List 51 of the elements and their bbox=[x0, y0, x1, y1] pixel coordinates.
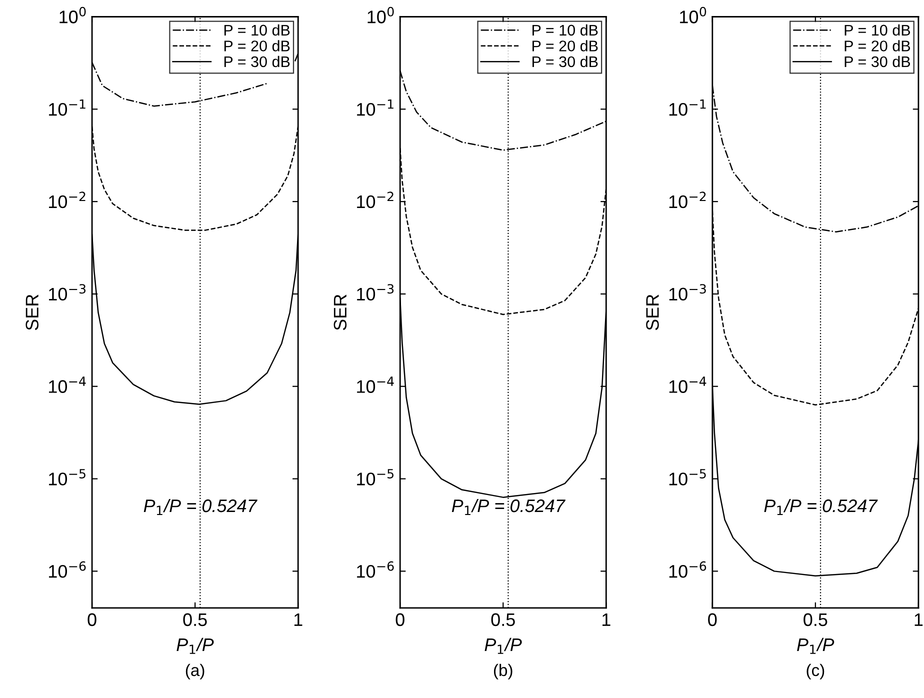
legend-label: P = 30 dB bbox=[532, 56, 598, 68]
y-tick-label: 10$^{−1}$ bbox=[49, 99, 86, 116]
x-tick-label: 0 bbox=[708, 613, 717, 626]
x-axis-title: P$_{1}$/P bbox=[797, 638, 834, 654]
y-tick-label: 10$^{−5}$ bbox=[357, 469, 394, 486]
y-tick-label: 10$^{0}$ bbox=[680, 6, 706, 24]
y-tick-label: 10$^{−6}$ bbox=[49, 561, 86, 578]
y-tick-label: 10$^{−4}$ bbox=[669, 376, 706, 393]
y-axis-title: SER bbox=[646, 294, 659, 330]
ref-line-label: P$_{1}$/P = 0.5247 bbox=[452, 498, 566, 515]
x-axis-title: P$_{1}$/P bbox=[484, 638, 522, 654]
y-tick-label: 10$^{0}$ bbox=[368, 6, 394, 24]
y-tick-label: 10$^{0}$ bbox=[60, 6, 86, 24]
x-tick-label: 1 bbox=[602, 613, 610, 626]
y-tick-label: 10$^{−5}$ bbox=[669, 469, 706, 486]
y-tick-label: 10$^{−2}$ bbox=[49, 192, 86, 208]
text: (b) bbox=[494, 664, 512, 680]
y-axis-title: SER bbox=[334, 294, 347, 330]
ref-line-label: P$_{1}$/P = 0.5247 bbox=[144, 498, 258, 515]
legend-label: P = 10 dB bbox=[532, 24, 598, 36]
x-tick-label: 0.5 bbox=[804, 613, 828, 626]
legend-label: P = 20 dB bbox=[532, 40, 598, 52]
y-tick-label: 10$^{−3}$ bbox=[357, 284, 394, 301]
x-axis-title: P$_{1}$/P bbox=[176, 638, 214, 654]
x-tick-label: 0.5 bbox=[183, 613, 207, 626]
y-axis-title: SER bbox=[26, 294, 39, 330]
x-tick-label: 1 bbox=[914, 613, 923, 626]
x-tick-label: 0 bbox=[396, 613, 404, 626]
x-tick-label: 1 bbox=[294, 613, 302, 626]
y-tick-label: 10$^{−1}$ bbox=[669, 99, 706, 116]
x-tick-label: 0.5 bbox=[491, 613, 515, 626]
legend-label: P = 30 dB bbox=[844, 56, 910, 68]
legend-label: P = 30 dB bbox=[224, 56, 290, 68]
legend-label: P = 10 dB bbox=[844, 24, 910, 36]
y-tick-label: 10$^{−4}$ bbox=[49, 376, 86, 393]
y-tick-label: 10$^{−2}$ bbox=[669, 192, 706, 208]
y-tick-label: 10$^{−3}$ bbox=[669, 284, 706, 301]
ref-line-label: P$_{1}$/P = 0.5247 bbox=[764, 498, 878, 515]
y-tick-label: 10$^{−6}$ bbox=[357, 561, 394, 578]
y-tick-label: 10$^{−6}$ bbox=[669, 561, 706, 578]
y-tick-label: 10$^{−1}$ bbox=[357, 99, 394, 116]
y-tick-label: 10$^{−5}$ bbox=[49, 469, 86, 486]
y-tick-label: 10$^{−4}$ bbox=[357, 376, 394, 393]
legend-label: P = 10 dB bbox=[224, 24, 290, 36]
y-tick-label: 10$^{−3}$ bbox=[49, 284, 86, 301]
legend-label: P = 20 dB bbox=[224, 40, 290, 52]
text: (a) bbox=[186, 664, 204, 680]
text: (c) bbox=[806, 664, 824, 680]
legend-label: P = 20 dB bbox=[844, 40, 910, 52]
y-tick-label: 10$^{−2}$ bbox=[357, 192, 394, 208]
x-tick-label: 0 bbox=[88, 613, 96, 626]
